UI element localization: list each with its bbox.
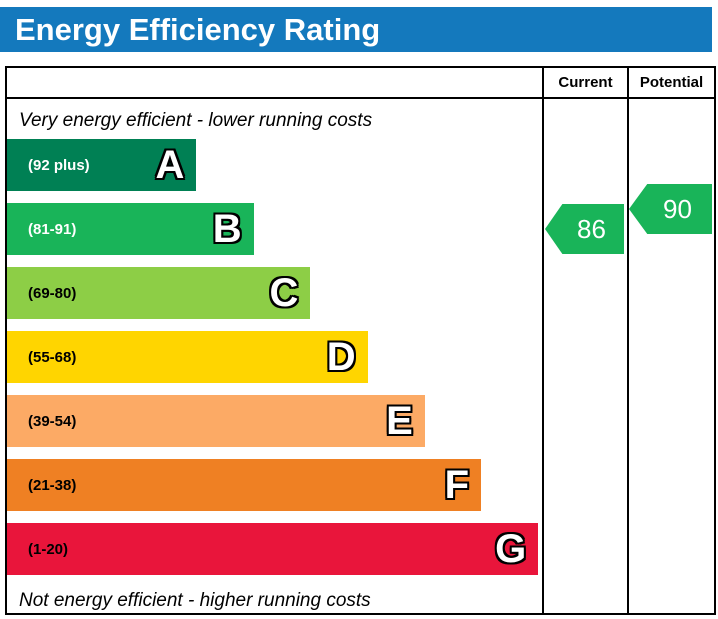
current-column: 86 — [542, 99, 627, 613]
band-d-range: (55-68) — [28, 348, 77, 366]
band-c: (69-80) C — [7, 267, 311, 319]
band-f-range: (21-38) — [28, 476, 77, 494]
bottom-note: Not energy efficient - higher running co… — [19, 590, 371, 611]
band-g-letter: G — [495, 527, 527, 571]
bands-area: Very energy efficient - lower running co… — [7, 99, 542, 613]
band-a: (92 plus) A — [7, 139, 197, 191]
band-e: (39-54) E — [7, 395, 425, 447]
header-spacer — [7, 68, 542, 99]
potential-column: 90 — [627, 99, 714, 613]
band-b-letter: B — [212, 207, 242, 251]
energy-rating-chart: Current Potential Very energy efficient … — [5, 66, 716, 615]
current-arrow: 86 — [545, 204, 624, 254]
band-c-letter: C — [269, 271, 299, 315]
band-d-letter: D — [326, 335, 356, 379]
band-a-letter: A — [155, 143, 185, 187]
current-column-header: Current — [542, 68, 627, 99]
band-b: (81-91) B — [7, 203, 254, 255]
potential-value: 90 — [663, 193, 692, 224]
band-g-range: (1-20) — [28, 540, 69, 558]
band-e-letter: E — [386, 399, 413, 443]
top-note: Very energy efficient - lower running co… — [19, 110, 373, 131]
band-c-range: (69-80) — [28, 284, 77, 302]
current-value: 86 — [577, 213, 606, 244]
band-g: (1-20) G — [7, 523, 539, 575]
band-b-range: (81-91) — [28, 220, 77, 238]
page-title: Energy Efficiency Rating — [0, 7, 712, 52]
band-d: (55-68) D — [7, 331, 368, 383]
band-f-letter: F — [444, 463, 469, 507]
band-a-range: (92 plus) — [28, 156, 90, 174]
potential-column-header: Potential — [627, 68, 714, 99]
band-f: (21-38) F — [7, 459, 481, 511]
potential-arrow: 90 — [629, 184, 712, 234]
band-e-range: (39-54) — [28, 412, 77, 430]
